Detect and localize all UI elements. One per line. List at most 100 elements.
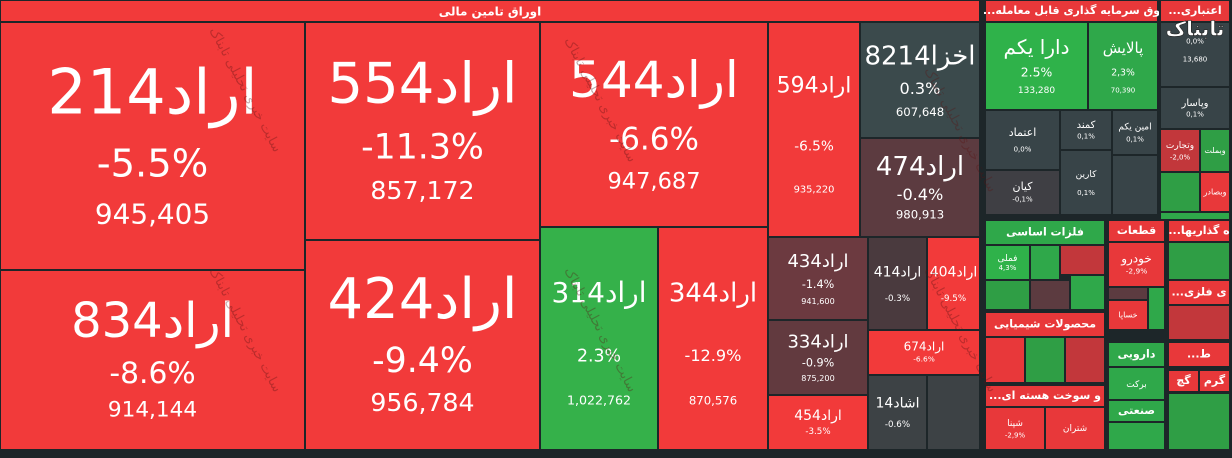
tile [1107, 241, 1166, 288]
tile-change: -9.5% [941, 294, 966, 304]
group-header [1107, 341, 1166, 368]
tile-name: وبصادر [1203, 188, 1227, 197]
tile-change: -0.6% [885, 420, 910, 430]
cell [1167, 241, 1231, 281]
tile-name: اراد314 [551, 276, 646, 309]
tile [859, 137, 981, 238]
tile-name: دارا یکم [1004, 35, 1070, 59]
group-header [1198, 369, 1231, 393]
tile-change: 0,0% [1014, 146, 1032, 154]
group-header [1167, 279, 1231, 306]
group-title: صنعتی [1118, 404, 1155, 417]
tile-name: اراد424 [328, 267, 518, 332]
tile [859, 21, 981, 139]
tile-name: فملی [998, 254, 1018, 264]
cell [1167, 304, 1231, 341]
tile-change: -8.6% [109, 356, 195, 391]
tile-change: -2,9% [1126, 267, 1148, 276]
cell [1029, 279, 1071, 311]
tile-volume: 13,680 [1183, 56, 1208, 64]
tile-change: 0.3% [900, 79, 941, 98]
tile-name: اراد334 [787, 332, 848, 353]
group-title: ...و سوخت هسته ای [989, 389, 1101, 402]
tile [867, 236, 928, 331]
tile-name: اراد474 [876, 152, 964, 182]
tile [1199, 171, 1231, 213]
cell [1069, 274, 1106, 311]
tile [767, 394, 869, 451]
group-title: فلزات اساسی [1006, 226, 1084, 239]
cell [1064, 336, 1106, 384]
tile-change: 0,0% [1186, 38, 1204, 46]
tile-name: امین یکم [1118, 123, 1151, 133]
tile-name: کیان [1013, 180, 1034, 193]
group-title: ...ه گذاریها [1168, 224, 1229, 237]
group-title: قطعات [1117, 224, 1156, 237]
tile [657, 226, 769, 451]
group-title: دارویی [1118, 348, 1156, 361]
tile-name: وپاسار [1181, 98, 1209, 109]
tile-volume: 956,784 [370, 388, 474, 417]
tile [1199, 128, 1231, 173]
tile-volume: 914,144 [108, 397, 197, 422]
tile [1107, 366, 1166, 403]
tile-name: وتجارت [1166, 141, 1194, 151]
tile [0, 21, 306, 271]
group-title: محصولات شیمیایی [994, 318, 1096, 331]
group-title: ...ی فلزی [1171, 286, 1226, 299]
tile-change: -9.4% [372, 341, 473, 381]
group-title: ...ط [1187, 348, 1211, 361]
cell [1167, 392, 1231, 451]
cell [1159, 171, 1201, 213]
tile-volume: 941,600 [801, 296, 834, 306]
tile-change: -2,0% [1170, 153, 1191, 161]
tile-name: وبملت [1204, 146, 1225, 155]
tile-name: اراد554 [328, 52, 518, 117]
tile-change: 0,1% [1077, 132, 1095, 140]
cell [1107, 286, 1149, 301]
tile-name: اراد544 [569, 51, 739, 109]
cell [984, 279, 1031, 311]
tile-name: اشاد14 [876, 396, 920, 412]
tile-name: اراد414 [874, 264, 922, 280]
tile-volume: 947,687 [607, 168, 700, 194]
tile-change: 0,1% [1186, 111, 1204, 119]
tile [984, 169, 1061, 216]
tile [984, 109, 1061, 171]
logo: تابناک [1166, 17, 1225, 41]
tile-name: اراد404 [930, 264, 978, 280]
tile-change: -5.5% [97, 141, 208, 186]
tile-name: اراد434 [787, 251, 848, 272]
tile [539, 226, 659, 451]
tile-change: 0,1% [1077, 189, 1095, 197]
tile [1059, 149, 1113, 216]
cell [1107, 421, 1166, 451]
group-header [1167, 219, 1231, 243]
tile-change: -1.4% [802, 278, 834, 291]
tile-change: -6.5% [794, 139, 834, 155]
tile-change: -2,9% [1005, 431, 1026, 439]
cell [926, 374, 981, 451]
tile-volume: 70,390 [1111, 87, 1136, 95]
tile [867, 374, 928, 451]
tile [0, 269, 306, 451]
group-header [984, 219, 1106, 246]
tile-volume: 935,220 [794, 185, 835, 196]
tile [1159, 86, 1231, 130]
tile-change: -6.6% [913, 355, 935, 364]
tile-name: شتران [1063, 424, 1087, 434]
group-header [984, 311, 1106, 338]
tile-name: اخزا8214 [864, 41, 975, 71]
tile-volume: 607,648 [896, 105, 944, 119]
cell [1059, 244, 1106, 276]
tile-name: اراد214 [47, 55, 257, 128]
tile [304, 21, 541, 241]
cell [1159, 211, 1231, 221]
tile-volume: 857,172 [370, 176, 474, 205]
cell [1024, 336, 1066, 384]
tile [539, 21, 769, 228]
tile-volume: 1,022,762 [567, 392, 631, 407]
tile-name: اراد674 [904, 340, 945, 355]
tile-name: اراد454 [794, 408, 842, 424]
